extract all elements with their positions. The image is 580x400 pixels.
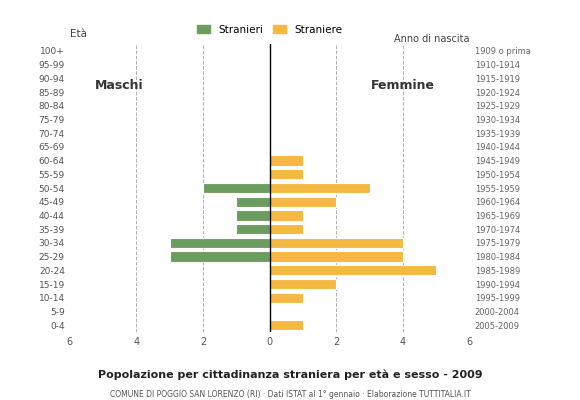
Bar: [270, 196, 336, 207]
Bar: [237, 196, 270, 207]
Bar: [170, 252, 270, 262]
Bar: [270, 265, 437, 276]
Bar: [270, 279, 336, 289]
Text: Anno di nascita: Anno di nascita: [394, 34, 470, 44]
Bar: [270, 156, 303, 166]
Bar: [270, 320, 303, 330]
Text: Maschi: Maschi: [95, 79, 144, 92]
Bar: [270, 238, 403, 248]
Text: Femmine: Femmine: [371, 79, 435, 92]
Bar: [237, 210, 270, 220]
Bar: [270, 169, 303, 180]
Text: COMUNE DI POGGIO SAN LORENZO (RI) · Dati ISTAT al 1° gennaio · Elaborazione TUTT: COMUNE DI POGGIO SAN LORENZO (RI) · Dati…: [110, 390, 470, 399]
Bar: [270, 224, 303, 234]
Bar: [270, 292, 303, 303]
Bar: [270, 183, 370, 193]
Bar: [203, 183, 270, 193]
Bar: [170, 238, 270, 248]
Bar: [270, 210, 303, 220]
Text: Popolazione per cittadinanza straniera per età e sesso - 2009: Popolazione per cittadinanza straniera p…: [97, 370, 483, 380]
Text: Età: Età: [70, 28, 86, 38]
Bar: [237, 224, 270, 234]
Bar: [270, 252, 403, 262]
Legend: Stranieri, Straniere: Stranieri, Straniere: [193, 20, 346, 39]
